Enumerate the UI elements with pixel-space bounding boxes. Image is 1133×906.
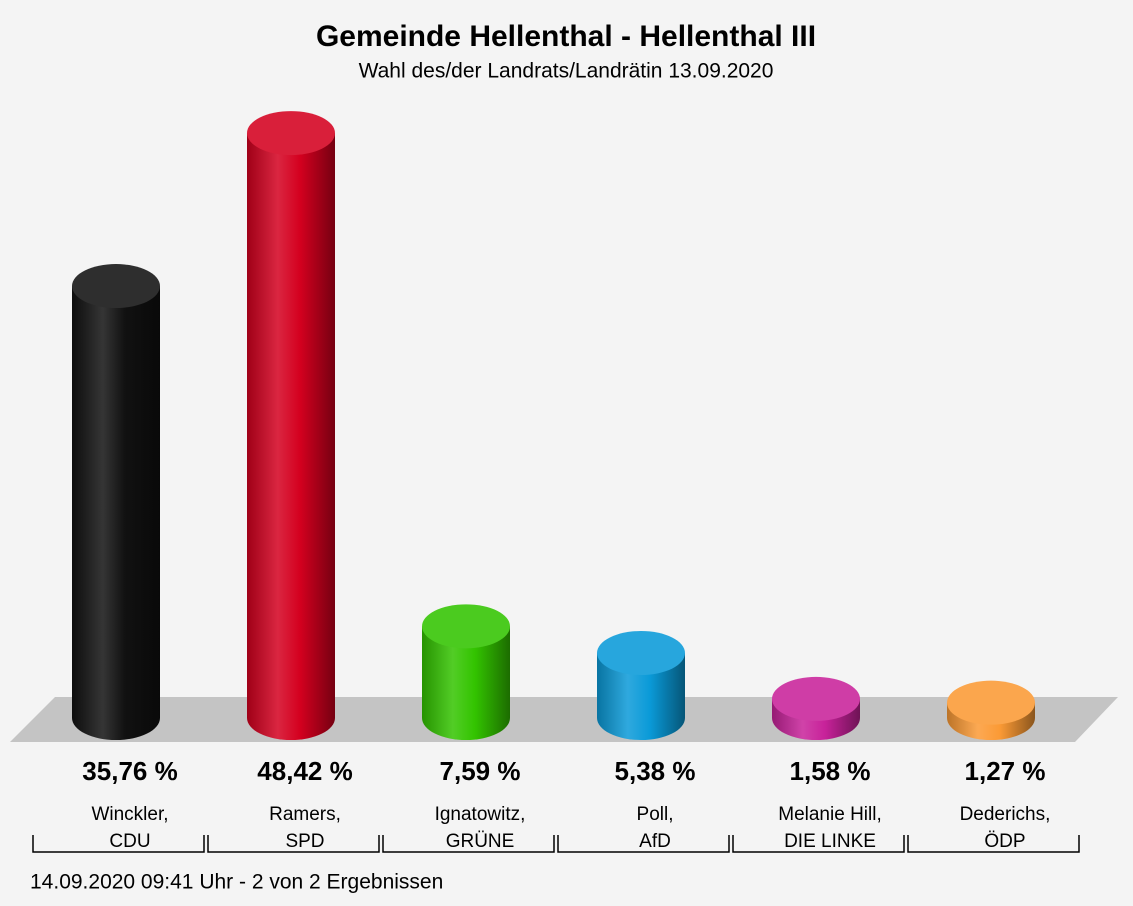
category-bracket xyxy=(32,835,205,853)
bar xyxy=(72,264,160,740)
x-tick-label: Ramers, xyxy=(269,804,341,825)
value-label: 7,59 % xyxy=(440,756,521,786)
bar xyxy=(422,604,510,740)
category-bracket xyxy=(907,835,1080,853)
x-tick-label: DIE LINKE xyxy=(784,831,876,852)
x-tick-label: AfD xyxy=(639,831,671,852)
bar xyxy=(247,111,335,740)
value-label: 5,38 % xyxy=(615,756,696,786)
chart-subtitle: Wahl des/der Landrats/Landrätin 13.09.20… xyxy=(359,60,774,83)
bar-body xyxy=(247,133,335,718)
value-label: 48,42 % xyxy=(257,756,352,786)
footer: 14.09.2020 09:41 Uhr - 2 von 2 Ergebniss… xyxy=(30,871,443,894)
category-bracket xyxy=(557,835,730,853)
bar-top xyxy=(72,264,160,309)
bar-top xyxy=(422,604,510,649)
x-tick-label: GRÜNE xyxy=(446,831,515,852)
x-tick-label: CDU xyxy=(109,831,150,852)
bar xyxy=(772,676,860,740)
chart-title: Gemeinde Hellenthal - Hellenthal III xyxy=(316,20,816,53)
bar xyxy=(947,680,1035,740)
value-label: 1,58 % xyxy=(790,756,871,786)
category-bracket xyxy=(382,835,555,853)
bar xyxy=(597,631,685,740)
value-label: 1,27 % xyxy=(965,756,1046,786)
x-tick-label: Poll, xyxy=(637,804,674,825)
bar-top xyxy=(597,631,685,676)
bar-body xyxy=(72,286,160,718)
x-tick-label: Dederichs, xyxy=(960,804,1051,825)
x-tick-label: ÖDP xyxy=(984,831,1025,852)
x-tick-label: Melanie Hill, xyxy=(778,804,881,825)
x-tick-label: Winckler, xyxy=(91,804,168,825)
category-bracket xyxy=(207,835,380,853)
bar-top xyxy=(247,111,335,156)
x-tick-label: Ignatowitz, xyxy=(435,804,526,825)
x-tick-label: SPD xyxy=(285,831,324,852)
value-label: 35,76 % xyxy=(82,756,177,786)
bar-top xyxy=(947,680,1035,725)
category-bracket xyxy=(732,835,905,853)
bar-top xyxy=(772,676,860,721)
